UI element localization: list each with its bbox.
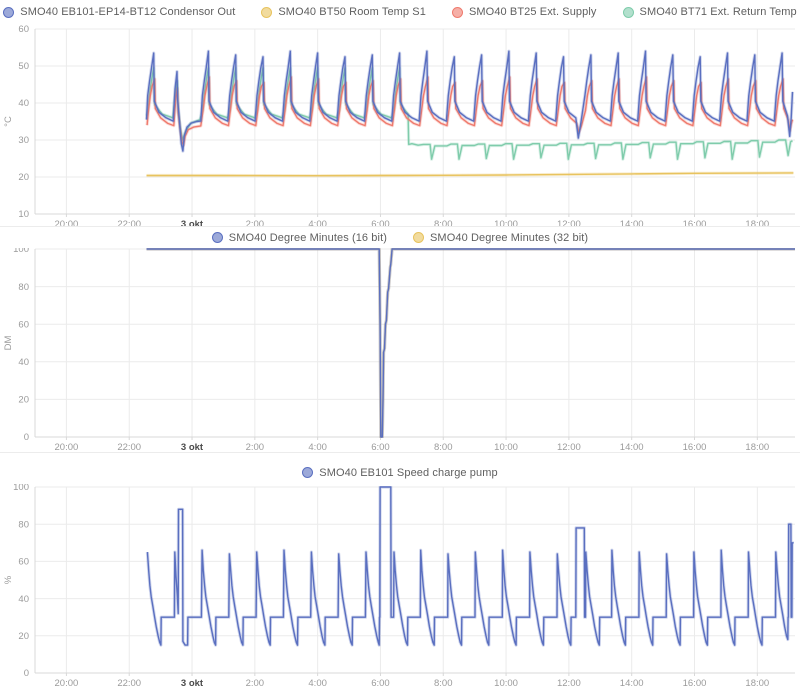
legend-item[interactable]: SMO40 EB101-EP14-BT12 Condensor Out bbox=[3, 6, 235, 18]
legend-label: SMO40 BT25 Ext. Supply bbox=[468, 6, 597, 18]
legend-marker-icon bbox=[302, 467, 314, 478]
temperature-chart-legend: SMO40 EB101-EP14-BT12 Condensor Out SMO40… bbox=[0, 0, 800, 24]
y-tick-label: 60 bbox=[18, 319, 29, 330]
x-tick-label: 4:00 bbox=[308, 678, 327, 689]
series-line bbox=[146, 76, 794, 147]
x-tick-label: 2:00 bbox=[246, 442, 265, 452]
legend-item[interactable]: SMO40 Degree Minutes (32 bit) bbox=[413, 232, 588, 244]
legend-marker-icon bbox=[622, 6, 634, 18]
y-tick-label: 80 bbox=[18, 282, 29, 293]
x-tick-label: 16:00 bbox=[683, 678, 707, 689]
pump-speed-chart: 0 20 40 60 80 100 20:00 22:00 3 okt 2:00 4:00 6:00 8… bbox=[3, 484, 795, 689]
legend-label: SMO40 Degree Minutes (32 bit) bbox=[430, 231, 589, 244]
pump-speed-chart-legend: SMO40 EB101 Speed charge pump bbox=[0, 453, 800, 484]
temperature-chart-panel: SMO40 EB101-EP14-BT12 Condensor Out SMO40… bbox=[0, 0, 800, 226]
x-tick-label: 18:00 bbox=[745, 219, 769, 226]
x-tick-label: 18:00 bbox=[745, 678, 769, 689]
x-tick-label: 12:00 bbox=[557, 678, 581, 689]
y-tick-label: 10 bbox=[18, 209, 29, 220]
x-tick-label: 16:00 bbox=[683, 219, 707, 226]
x-tick-label: 3 okt bbox=[181, 678, 204, 689]
y-tick-label: 60 bbox=[18, 557, 29, 568]
x-tick-label: 6:00 bbox=[371, 219, 390, 226]
y-tick-label: 30 bbox=[18, 135, 29, 146]
y-tick-label: 20 bbox=[18, 172, 29, 183]
x-tick-label: 22:00 bbox=[117, 219, 141, 226]
series-line bbox=[146, 248, 795, 438]
y-tick-label: 50 bbox=[18, 61, 29, 72]
legend-item[interactable]: SMO40 BT71 Ext. Return Temp bbox=[622, 6, 797, 18]
degree-minutes-chart-legend: SMO40 Degree Minutes (16 bit) SMO40 Degre… bbox=[0, 227, 800, 248]
legend-item[interactable]: SMO40 BT50 Room Temp S1 bbox=[261, 6, 426, 18]
x-tick-label: 10:00 bbox=[494, 219, 518, 226]
y-tick-label: 100 bbox=[13, 248, 29, 255]
series-line bbox=[146, 172, 794, 177]
x-tick-label: 8:00 bbox=[434, 219, 453, 226]
legend-item[interactable]: SMO40 EB101 Speed charge pump bbox=[302, 466, 498, 479]
legend-label: SMO40 EB101-EP14-BT12 Condensor Out bbox=[20, 6, 236, 18]
x-tick-label: 6:00 bbox=[371, 678, 390, 689]
x-tick-label: 2:00 bbox=[246, 678, 265, 689]
series-line bbox=[146, 486, 794, 646]
series-line bbox=[145, 486, 794, 647]
x-tick-label: 8:00 bbox=[434, 678, 453, 689]
y-tick-label: 60 bbox=[18, 24, 29, 35]
legend-marker-icon bbox=[211, 232, 223, 243]
x-tick-label: 22:00 bbox=[117, 678, 141, 689]
x-tick-label: 18:00 bbox=[745, 442, 769, 452]
legend-marker-icon bbox=[413, 232, 424, 243]
y-axis-title: DM bbox=[3, 336, 14, 351]
y-axis-title: °C bbox=[3, 116, 14, 127]
x-tick-label: 4:00 bbox=[308, 442, 327, 452]
series-line bbox=[146, 248, 795, 438]
legend-item[interactable]: SMO40 BT25 Ext. Supply bbox=[451, 6, 597, 18]
x-tick-label: 6:00 bbox=[371, 442, 390, 452]
legend-label: SMO40 BT71 Ext. Return Temp bbox=[639, 6, 797, 18]
x-tick-label: 4:00 bbox=[308, 219, 327, 226]
y-tick-label: 100 bbox=[13, 484, 29, 493]
x-tick-label: 3 okt bbox=[181, 219, 204, 226]
x-tick-label: 20:00 bbox=[55, 678, 79, 689]
legend-label: SMO40 EB101 Speed charge pump bbox=[319, 466, 498, 479]
legend-item[interactable]: SMO40 Degree Minutes (16 bit) bbox=[211, 231, 387, 244]
x-tick-label: 20:00 bbox=[55, 442, 79, 452]
x-tick-label: 10:00 bbox=[494, 442, 518, 452]
legend-marker-icon bbox=[3, 6, 15, 18]
legend-marker-icon bbox=[451, 6, 463, 18]
series-line bbox=[145, 50, 794, 152]
y-tick-label: 20 bbox=[18, 395, 29, 406]
series-line bbox=[146, 248, 795, 438]
y-tick-label: 20 bbox=[18, 631, 29, 642]
x-tick-label: 14:00 bbox=[620, 442, 644, 452]
x-tick-label: 2:00 bbox=[246, 219, 265, 226]
x-tick-label: 12:00 bbox=[557, 442, 581, 452]
legend-label: SMO40 BT50 Room Temp S1 bbox=[278, 6, 426, 18]
legend-marker-icon bbox=[261, 6, 273, 18]
y-tick-label: 0 bbox=[24, 432, 29, 443]
series-line bbox=[146, 67, 793, 160]
x-tick-label: 22:00 bbox=[117, 442, 141, 452]
series-line bbox=[146, 248, 795, 438]
y-tick-label: 80 bbox=[18, 519, 29, 530]
x-tick-label: 10:00 bbox=[494, 678, 518, 689]
y-axis-title: % bbox=[3, 575, 14, 584]
x-tick-label: 14:00 bbox=[620, 219, 644, 226]
legend-label: SMO40 Degree Minutes (16 bit) bbox=[228, 231, 387, 244]
y-tick-label: 0 bbox=[24, 668, 29, 679]
y-tick-label: 40 bbox=[18, 98, 29, 109]
x-tick-label: 12:00 bbox=[557, 219, 581, 226]
degree-minutes-chart: 0 20 40 60 80 100 20:00 22:00 3 okt 2:00 4:00 6:00 8… bbox=[3, 248, 795, 452]
y-tick-label: 40 bbox=[18, 357, 29, 368]
pump-speed-chart-panel: SMO40 EB101 Speed charge pump 0 20 40 60 80 1… bbox=[0, 452, 800, 698]
y-tick-label: 40 bbox=[18, 594, 29, 605]
x-tick-label: 20:00 bbox=[55, 219, 79, 226]
x-tick-label: 8:00 bbox=[434, 442, 453, 452]
degree-minutes-chart-panel: SMO40 Degree Minutes (16 bit) SMO40 Degre… bbox=[0, 226, 800, 452]
temperature-chart: 10 20 30 40 50 60 20:00 22:00 3 okt 2:00 4:00 6:00 8… bbox=[3, 24, 795, 226]
x-tick-label: 16:00 bbox=[683, 442, 707, 452]
x-tick-label: 14:00 bbox=[620, 678, 644, 689]
x-tick-label: 3 okt bbox=[181, 442, 204, 452]
